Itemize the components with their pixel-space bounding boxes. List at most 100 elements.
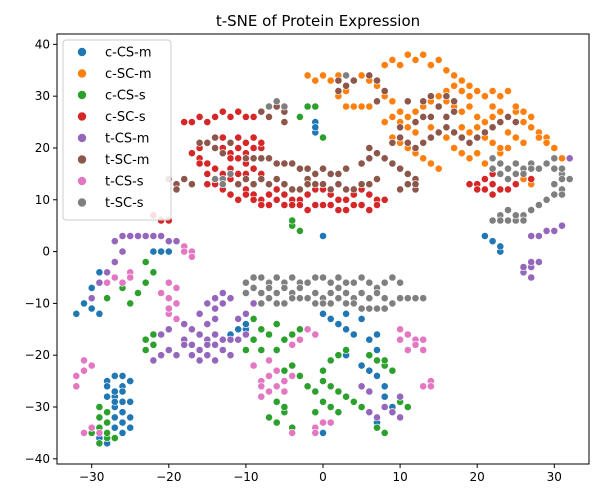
data-point — [234, 107, 243, 116]
data-point — [396, 123, 404, 132]
data-point — [118, 418, 127, 427]
data-point — [419, 97, 428, 106]
data-point — [126, 413, 135, 422]
data-point — [265, 356, 273, 365]
data-point — [326, 356, 335, 365]
data-point — [249, 299, 258, 308]
data-point — [380, 294, 389, 303]
data-point — [226, 154, 235, 163]
data-point — [311, 102, 320, 111]
data-point — [465, 102, 474, 111]
data-point — [434, 92, 443, 101]
data-point — [195, 159, 204, 168]
data-point — [257, 382, 266, 391]
data-point — [488, 123, 497, 132]
data-point — [95, 278, 104, 287]
data-point — [326, 278, 335, 287]
y-tick-label: 30 — [35, 89, 50, 103]
data-point — [403, 330, 412, 339]
data-point — [280, 335, 289, 344]
y-tick-label: −20 — [25, 348, 50, 362]
data-point — [465, 138, 474, 147]
data-point — [72, 309, 81, 318]
data-point — [280, 403, 289, 411]
series-t-CS-s — [72, 242, 435, 437]
data-point — [172, 185, 181, 194]
x-tick-label: 10 — [392, 470, 407, 484]
data-point — [373, 149, 381, 158]
data-point — [504, 113, 512, 121]
data-point — [118, 428, 127, 437]
data-point — [357, 361, 366, 370]
data-point — [342, 81, 350, 90]
data-point — [319, 428, 327, 437]
y-tick-label: −40 — [25, 452, 50, 466]
data-point — [488, 154, 497, 163]
data-point — [334, 283, 343, 292]
data-point — [249, 335, 258, 344]
data-point — [396, 61, 404, 69]
data-point — [249, 314, 258, 323]
data-point — [326, 201, 335, 209]
data-point — [411, 56, 420, 64]
data-point — [218, 107, 227, 116]
data-point — [249, 195, 258, 204]
data-point — [334, 273, 343, 282]
data-point — [365, 335, 374, 344]
data-point — [342, 299, 350, 308]
legend-label: t-CS-s — [105, 175, 144, 190]
data-point — [319, 201, 327, 209]
y-tick-label: −30 — [25, 400, 50, 414]
data-point — [180, 247, 189, 256]
data-point — [388, 56, 397, 64]
legend-marker — [77, 90, 87, 100]
data-point — [149, 268, 158, 277]
data-point — [103, 408, 111, 417]
data-point — [311, 76, 320, 85]
data-point — [527, 258, 536, 266]
data-point — [249, 144, 258, 152]
data-point — [558, 164, 566, 173]
data-point — [72, 382, 81, 391]
data-point — [172, 283, 181, 292]
data-point — [241, 175, 250, 183]
data-point — [211, 294, 219, 303]
data-point — [357, 403, 366, 411]
data-point — [396, 107, 404, 116]
data-point — [480, 128, 489, 137]
data-point — [550, 154, 559, 163]
data-point — [403, 113, 412, 121]
data-point — [326, 418, 335, 427]
data-point — [288, 340, 297, 349]
data-point — [172, 314, 181, 323]
data-point — [164, 278, 173, 287]
data-point — [234, 154, 243, 163]
data-point — [403, 180, 412, 189]
data-point — [365, 294, 374, 303]
data-point — [357, 102, 366, 111]
data-point — [426, 92, 435, 101]
data-point — [457, 133, 466, 142]
data-point — [511, 118, 520, 126]
data-point — [334, 87, 343, 95]
data-point — [480, 92, 489, 101]
data-point — [272, 382, 281, 391]
data-point — [319, 377, 327, 385]
data-point — [164, 304, 173, 313]
data-point — [295, 294, 304, 303]
data-point — [295, 335, 304, 344]
legend-marker — [77, 111, 87, 122]
data-point — [272, 195, 281, 204]
data-point — [218, 299, 227, 308]
data-point — [234, 314, 243, 323]
data-point — [334, 294, 343, 303]
data-point — [257, 154, 266, 163]
data-point — [295, 164, 304, 173]
data-point — [519, 107, 528, 116]
data-point — [241, 190, 250, 199]
data-point — [157, 289, 165, 297]
data-point — [141, 232, 150, 240]
data-point — [226, 138, 235, 147]
data-point — [295, 226, 304, 235]
data-point — [365, 304, 374, 313]
